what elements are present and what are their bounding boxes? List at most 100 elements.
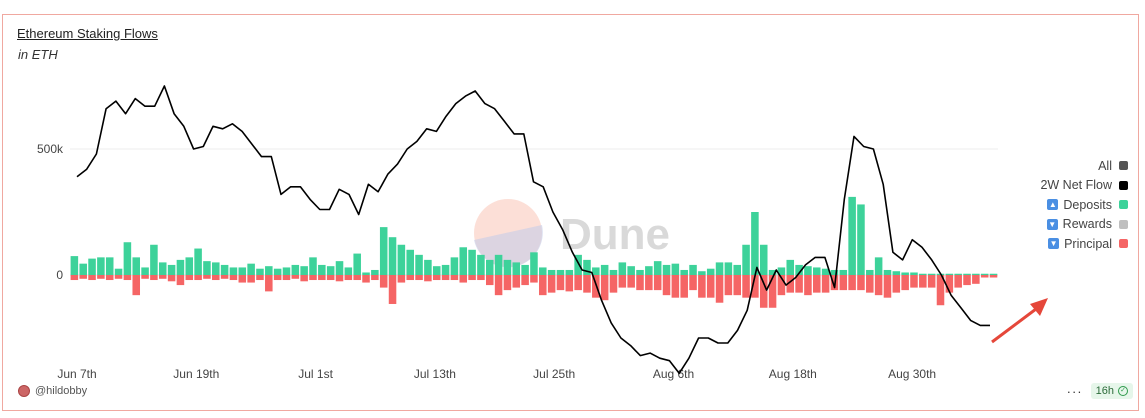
deposit-bar[interactable] — [379, 227, 388, 275]
principal-bar[interactable] — [397, 275, 406, 283]
principal-bar[interactable] — [97, 275, 105, 279]
principal-bar[interactable] — [857, 275, 865, 291]
principal-bar[interactable] — [751, 275, 759, 298]
deposit-bar[interactable] — [203, 261, 211, 275]
principal-bar[interactable] — [212, 275, 220, 281]
principal-bar[interactable] — [150, 275, 158, 281]
deposit-bar[interactable] — [150, 244, 158, 275]
principal-bar[interactable] — [326, 275, 335, 281]
deposit-bar[interactable] — [247, 263, 255, 275]
deposit-bar[interactable] — [256, 268, 264, 275]
principal-bar[interactable] — [503, 275, 512, 291]
deposit-bar[interactable] — [521, 264, 529, 275]
principal-bar[interactable] — [680, 275, 688, 298]
deposit-bar[interactable] — [698, 271, 706, 275]
deposit-bar[interactable] — [963, 273, 971, 275]
deposit-bar[interactable] — [989, 273, 998, 275]
deposit-bar[interactable] — [79, 263, 87, 275]
deposit-bar[interactable] — [813, 267, 821, 275]
principal-bar[interactable] — [989, 275, 998, 278]
deposit-bar[interactable] — [954, 273, 962, 275]
deposit-bar[interactable] — [406, 249, 414, 275]
legend-item-deposits[interactable]: ▲ Deposits — [1040, 195, 1128, 215]
deposit-bar[interactable] — [185, 257, 194, 275]
principal-bar[interactable] — [406, 275, 414, 281]
deposit-bar[interactable] — [804, 266, 812, 275]
principal-bar[interactable] — [892, 275, 901, 293]
deposit-bar[interactable] — [432, 266, 441, 275]
deposit-bar[interactable] — [459, 247, 468, 275]
principal-bar[interactable] — [176, 275, 185, 286]
principal-bar[interactable] — [786, 275, 795, 293]
principal-bar[interactable] — [353, 275, 361, 281]
deposit-bar[interactable] — [733, 264, 741, 275]
principal-bar[interactable] — [927, 275, 936, 288]
principal-bar[interactable] — [388, 275, 397, 304]
deposit-bar[interactable] — [866, 269, 874, 275]
deposit-bar[interactable] — [609, 269, 618, 275]
principal-bar[interactable] — [344, 275, 353, 281]
principal-bar[interactable] — [547, 275, 556, 293]
deposit-bar[interactable] — [883, 269, 892, 275]
deposit-bar[interactable] — [547, 269, 556, 275]
deposit-bar[interactable] — [848, 196, 856, 275]
principal-bar[interactable] — [963, 275, 971, 286]
principal-bar[interactable] — [123, 275, 132, 281]
principal-bar[interactable] — [662, 275, 671, 296]
more-options-button[interactable]: ··· — [1066, 383, 1083, 399]
principal-bar[interactable] — [203, 275, 211, 279]
deposit-bar[interactable] — [653, 261, 662, 275]
principal-bar[interactable] — [636, 275, 644, 291]
principal-bar[interactable] — [698, 275, 706, 298]
deposit-bar[interactable] — [574, 254, 582, 275]
principal-bar[interactable] — [167, 275, 176, 282]
deposit-bar[interactable] — [141, 267, 149, 275]
legend-item-net-flow[interactable]: 2W Net Flow — [1040, 176, 1128, 196]
principal-bar[interactable] — [468, 275, 476, 281]
principal-bar[interactable] — [733, 275, 741, 296]
deposit-bar[interactable] — [795, 264, 803, 275]
deposit-bar[interactable] — [901, 272, 909, 275]
principal-bar[interactable] — [919, 275, 927, 288]
principal-bar[interactable] — [618, 275, 627, 288]
deposit-bar[interactable] — [441, 264, 450, 275]
deposit-bar[interactable] — [592, 267, 600, 275]
principal-bar[interactable] — [318, 275, 326, 281]
principal-bar[interactable] — [706, 275, 715, 298]
deposit-bar[interactable] — [415, 254, 423, 275]
principal-bar[interactable] — [371, 275, 379, 281]
deposit-bar[interactable] — [539, 267, 547, 275]
deposit-bar[interactable] — [105, 257, 114, 275]
deposit-bar[interactable] — [273, 268, 282, 275]
principal-bar[interactable] — [645, 275, 653, 291]
deposit-bar[interactable] — [468, 249, 476, 275]
principal-bar[interactable] — [521, 275, 529, 286]
principal-bar[interactable] — [141, 275, 149, 279]
deposit-bar[interactable] — [706, 268, 715, 275]
deposit-bar[interactable] — [300, 266, 308, 275]
deposit-bar[interactable] — [291, 264, 300, 275]
principal-bar[interactable] — [742, 275, 750, 298]
deposit-bar[interactable] — [715, 262, 724, 275]
principal-bar[interactable] — [583, 275, 591, 293]
deposit-bar[interactable] — [759, 244, 768, 275]
legend-item-all[interactable]: All — [1040, 156, 1128, 176]
principal-bar[interactable] — [883, 275, 892, 298]
deposit-bar[interactable] — [114, 268, 123, 275]
deposit-bar[interactable] — [97, 257, 105, 275]
deposit-bar[interactable] — [265, 266, 273, 275]
principal-bar[interactable] — [512, 275, 521, 288]
deposit-bar[interactable] — [636, 269, 644, 275]
principal-bar[interactable] — [689, 275, 697, 291]
principal-bar[interactable] — [300, 275, 308, 282]
principal-bar[interactable] — [494, 275, 503, 296]
deposit-bar[interactable] — [786, 259, 795, 275]
principal-bar[interactable] — [185, 275, 194, 281]
deposit-bar[interactable] — [70, 256, 79, 275]
principal-bar[interactable] — [539, 275, 547, 296]
deposit-bar[interactable] — [485, 259, 494, 275]
deposit-bar[interactable] — [565, 269, 574, 275]
principal-bar[interactable] — [768, 275, 777, 308]
principal-bar[interactable] — [653, 275, 662, 291]
principal-bar[interactable] — [229, 275, 238, 281]
